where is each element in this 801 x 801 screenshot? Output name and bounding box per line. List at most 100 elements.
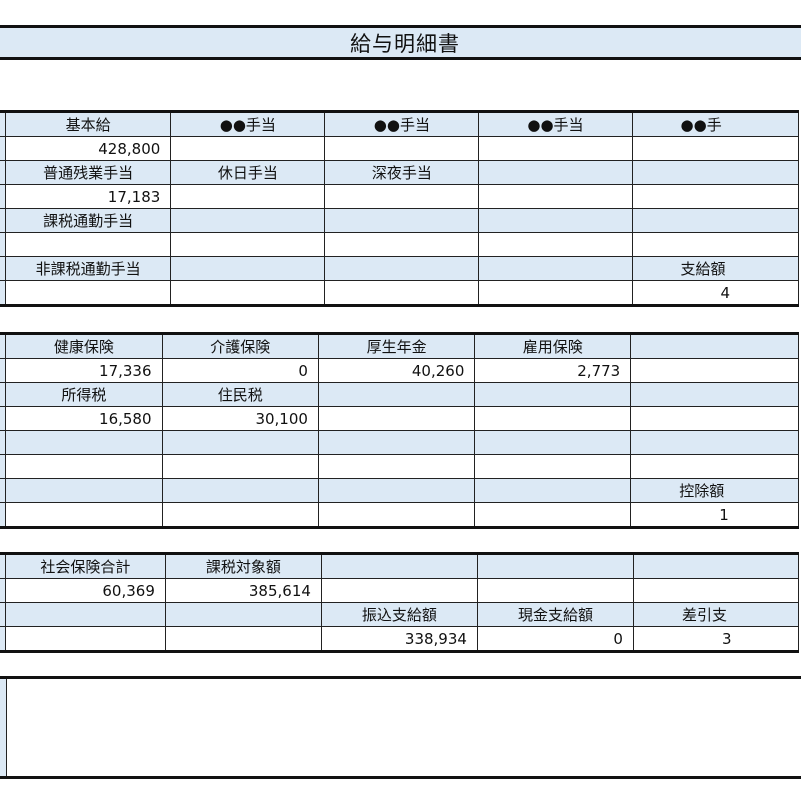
label-row: 課税通勤手当 [0,208,800,233]
label-row [0,430,799,455]
value-row [0,454,799,479]
amount-cell[interactable] [478,184,633,209]
item-label-cell [320,553,478,579]
amount-cell[interactable] [4,626,166,652]
amount-cell[interactable] [170,184,326,209]
item-label-cell: 非課税通勤手当 [4,256,172,281]
item-label-cell [4,602,166,627]
row-lead-cell [0,502,7,528]
amount-cell[interactable] [324,184,480,209]
amount-cell[interactable]: 30,100 [161,406,319,431]
amount-cell[interactable]: 17,183 [4,184,172,209]
amount-cell[interactable] [170,136,326,161]
item-label-cell [474,430,632,455]
amount-cell[interactable] [324,280,480,306]
value-row: 1 [0,502,799,528]
value-row: 428,800 [0,136,800,161]
label-row: 普通残業手当 休日手当 深夜手当 [0,160,800,185]
amount-cell[interactable] [478,136,633,161]
amount-cell[interactable] [4,280,172,306]
item-label-cell: 基本給 [4,111,172,137]
item-label-cell [631,160,800,185]
item-label-cell: ●●手当 [324,111,480,137]
label-row: 健康保険 介護保険 厚生年金 雇用保険 [0,333,799,359]
amount-cell[interactable] [317,454,476,479]
amount-cell[interactable]: 17,336 [5,358,163,383]
item-label-cell: 控除額 [630,478,799,503]
item-label-cell [476,553,634,579]
amount-cell[interactable] [5,454,163,479]
item-label-cell: 深夜手当 [324,160,480,185]
item-label-cell [317,382,476,407]
payments-table: 基本給 ●●手当 ●●手当 ●●手当 ●●手 428,800 普通残業手当 休日手当 深夜手当 1… [0,110,800,307]
amount-cell[interactable]: 428,800 [4,136,172,161]
item-label-cell [630,430,799,455]
amount-cell[interactable] [630,358,799,383]
item-label-cell: 所得税 [5,382,163,407]
amount-cell[interactable] [164,626,322,652]
amount-cell[interactable] [4,232,172,257]
item-label-cell: ●●手当 [478,111,633,137]
item-label-cell [478,256,633,281]
value-row: 16,580 30,100 [0,406,799,431]
item-label-cell [474,478,632,503]
item-label-cell: 現金支給額 [476,602,634,627]
amount-cell[interactable]: 2,773 [474,358,632,383]
amount-cell[interactable] [631,184,800,209]
amount-cell[interactable] [630,406,799,431]
item-label-cell: 厚生年金 [317,333,476,359]
item-label-cell: ●●手当 [170,111,326,137]
amount-cell[interactable] [317,502,476,528]
amount-cell[interactable] [5,502,163,528]
amount-cell[interactable]: 385,614 [164,578,322,603]
amount-cell[interactable] [631,232,800,257]
amount-cell[interactable] [476,578,634,603]
item-label-cell [478,160,633,185]
amount-cell[interactable]: 338,934 [320,626,478,652]
amount-cell[interactable] [474,454,632,479]
amount-cell[interactable] [170,232,326,257]
item-label-cell [631,208,800,233]
label-row: 所得税 住民税 [0,382,799,407]
remarks-box[interactable] [0,676,801,779]
amount-cell[interactable] [320,578,478,603]
item-label-cell [170,208,326,233]
amount-cell[interactable]: 4 [631,280,800,306]
amount-cell[interactable]: 60,369 [4,578,166,603]
amount-cell[interactable] [631,136,800,161]
item-label-cell: 支給額 [631,256,800,281]
amount-cell[interactable] [478,280,633,306]
label-row: 基本給 ●●手当 ●●手当 ●●手当 ●●手 [0,111,800,137]
item-label-cell: 休日手当 [170,160,326,185]
item-label-cell [161,430,319,455]
label-row: 振込支給額 現金支給額 差引支 [0,602,800,627]
amount-cell[interactable] [170,280,326,306]
item-label-cell [170,256,326,281]
amount-cell[interactable]: 0 [161,358,319,383]
value-row: 60,369 385,614 [0,578,800,603]
amount-cell[interactable] [317,406,476,431]
amount-cell[interactable]: 1 [630,502,799,528]
amount-cell[interactable] [630,454,799,479]
item-label-cell [474,382,632,407]
amount-cell[interactable] [632,578,800,603]
amount-cell[interactable] [161,502,319,528]
item-label-cell [5,430,163,455]
amount-cell[interactable]: 16,580 [5,406,163,431]
amount-cell[interactable]: 0 [476,626,634,652]
item-label-cell [5,478,163,503]
amount-cell[interactable] [474,502,632,528]
amount-cell[interactable] [478,232,633,257]
label-row: 控除額 [0,478,799,503]
item-label-cell [478,208,633,233]
payslip-title-bar: 給与明細書 [0,25,801,60]
amount-cell[interactable] [324,136,480,161]
remarks-label-column [0,679,7,776]
amount-cell[interactable] [324,232,480,257]
amount-cell[interactable]: 40,260 [317,358,476,383]
amount-cell[interactable] [161,454,319,479]
amount-cell[interactable]: 3 [632,626,800,652]
page-title: 給与明細書 [350,31,460,56]
item-label-cell [317,430,476,455]
amount-cell[interactable] [474,406,632,431]
